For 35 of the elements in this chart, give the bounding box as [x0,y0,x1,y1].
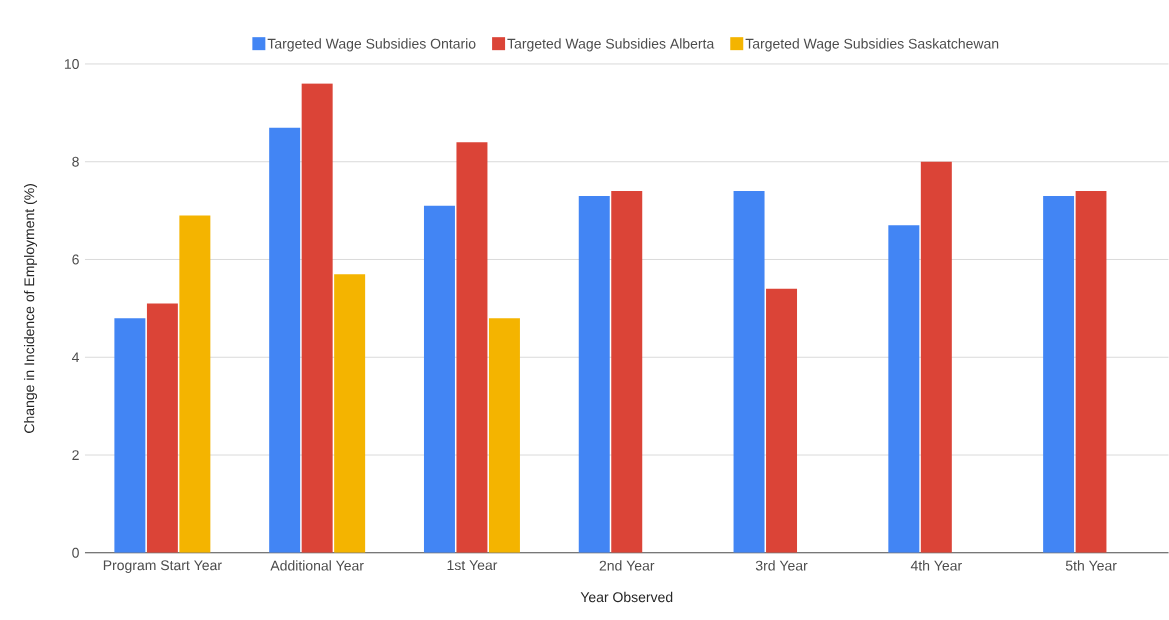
legend-label: Targeted Wage Subsidies Saskatchewan [745,38,999,52]
bar [578,196,610,553]
bar [423,205,455,553]
x-tick-label: 2nd Year [599,560,655,571]
bar [920,161,952,553]
y-tick-label: 2 [72,450,79,461]
bar [488,318,520,553]
x-tick-label: 1st Year [447,560,498,571]
legend-label: Targeted Wage Subsidies Ontario [267,38,476,52]
y-tick-label: 8 [72,156,79,167]
y-tick-label: 0 [72,547,79,558]
x-tick-label: Additional Year [270,560,364,571]
x-tick-label: Program Start Year [103,560,222,574]
x-tick-label: 3rd Year [755,560,808,571]
bar [114,318,146,553]
bar [179,215,211,553]
legend-label: Targeted Wage Subsidies Alberta [507,38,715,52]
bar [1075,191,1107,553]
y-tick-label: 4 [71,352,80,363]
bar [1043,196,1075,553]
y-axis-title: Change in Incidence of Employment (%) [23,184,38,434]
x-tick-label: 5th Year [1065,560,1117,571]
x-axis-title: Year Observed [580,591,673,603]
y-tick-label: 10 [64,59,79,70]
bar [766,288,798,553]
bar [456,142,488,553]
bar [733,191,765,553]
y-tick-label: 6 [72,254,79,265]
bar [146,303,178,553]
bar [269,127,301,553]
bar [888,225,920,553]
x-tick-label: 4th Year [910,560,962,571]
bar [301,83,333,553]
bar [334,274,366,553]
bar [611,191,643,553]
